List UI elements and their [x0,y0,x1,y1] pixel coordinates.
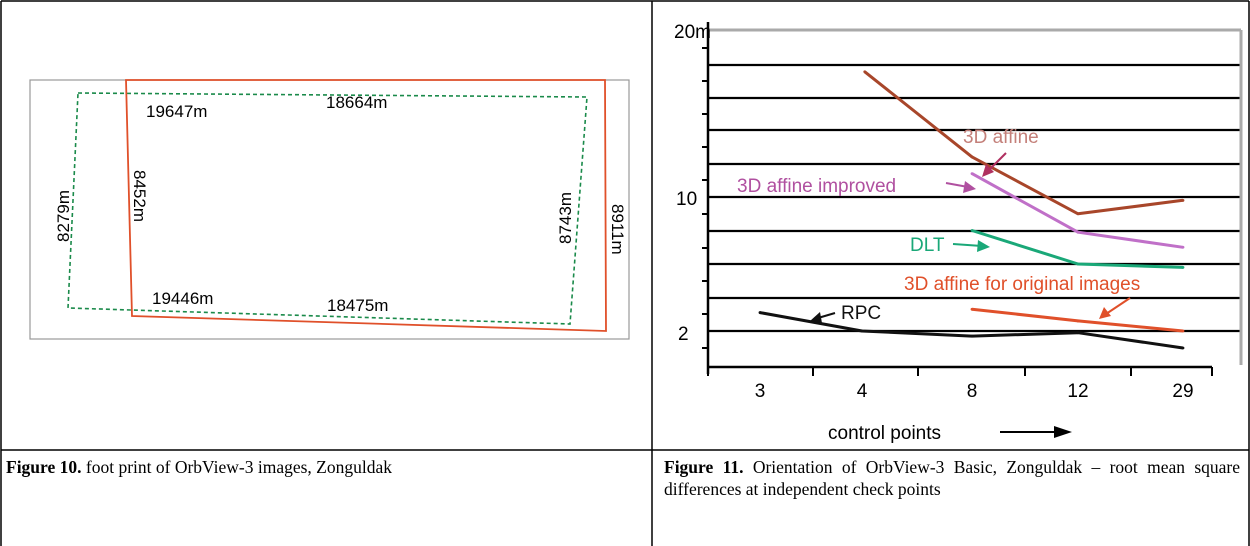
label-3d-affine-improved: 3D affine improved [737,176,896,197]
green-footprint [67,92,588,325]
red-footprint [125,79,607,332]
arrow-dlt [952,240,990,252]
point-rpc-3 [1076,331,1080,335]
figure-10-caption: Figure 10. foot print of OrbView-3 image… [6,456,646,478]
x-tick-label-8: 8 [967,381,978,402]
label-left-green: 8279m [54,190,73,242]
point-3d-affine-for-original-images-1 [1076,319,1080,323]
x-tick-label-4: 4 [857,381,868,402]
point-3d-affine-improved-1 [1076,230,1080,234]
arrow-3d-affine-improved [945,181,976,193]
figure-10-text: foot print of OrbView-3 images, Zongulda… [81,457,392,477]
label-right-red: 8911m [608,204,627,255]
figure-11-text: Orientation of OrbView-3 Basic, Zongulda… [664,457,1240,499]
chart-grid [708,63,1241,333]
point-3d-affine-for-original-images-0 [970,307,974,311]
y-tick-label-10: 10 [676,189,697,210]
y-tick-label-2: 2 [678,324,689,345]
label-top-green: 19647m [146,102,207,121]
point-3d-affine-improved-0 [970,172,974,176]
point-3d-affine-improved-2 [1181,245,1185,249]
label-bottom-red: 18475m [327,296,388,315]
point-rpc-2 [970,334,974,338]
label-rpc: RPC [841,303,881,324]
series-lines [758,70,1185,350]
figure-11-label: Figure 11. [664,457,744,477]
y-tick-label-20m: 20m [674,22,711,43]
x-ticks [707,367,1213,376]
label-bottom-green: 19446m [152,289,213,308]
point-3d-affine-2 [1076,212,1080,216]
series-line-dlt [971,229,1184,269]
point-3d-affine-1 [970,155,974,159]
label-3d-affine: 3D affine [963,127,1039,148]
series-line-3d-affine-improved [971,172,1184,249]
x-axis-label: control points [828,423,941,444]
figure-10-label: Figure 10. [6,457,82,477]
x-tick-label-29: 29 [1172,381,1193,402]
point-3d-affine-0 [863,70,867,74]
figure-11-caption: Figure 11. Orientation of OrbView-3 Basi… [664,456,1240,500]
arrow-rpc [810,312,836,323]
point-dlt-2 [1181,265,1185,269]
arrow-3d-affine-original [1099,297,1131,319]
label-dlt: DLT [910,235,945,256]
y-minor-ticks [702,47,708,349]
footprint-diagram: 19647m 18664m 19446m 18475m 8279m 8452m … [29,79,630,340]
x-axis-arrow [1000,426,1072,438]
series-line-3d-affine [863,70,1184,216]
arrow-3d-affine [982,152,1007,177]
point-rpc-0 [758,311,762,314]
label-left-red: 8452m [130,170,149,222]
point-rpc-1 [860,329,864,333]
rms-chart: 20m 10 2 3 4 8 12 29 control points 3D a… [674,22,1243,444]
x-tick-label-3: 3 [755,381,766,402]
label-3d-affine-original: 3D affine for original images [904,274,1140,295]
point-dlt-1 [1076,262,1080,266]
point-3d-affine-3 [1181,198,1185,202]
label-right-green: 8743m [556,192,575,244]
label-top-red: 18664m [326,93,387,112]
x-tick-label-12: 12 [1067,381,1088,402]
point-dlt-0 [970,229,974,232]
point-rpc-4 [1181,346,1185,350]
point-3d-affine-for-original-images-2 [1181,329,1185,333]
